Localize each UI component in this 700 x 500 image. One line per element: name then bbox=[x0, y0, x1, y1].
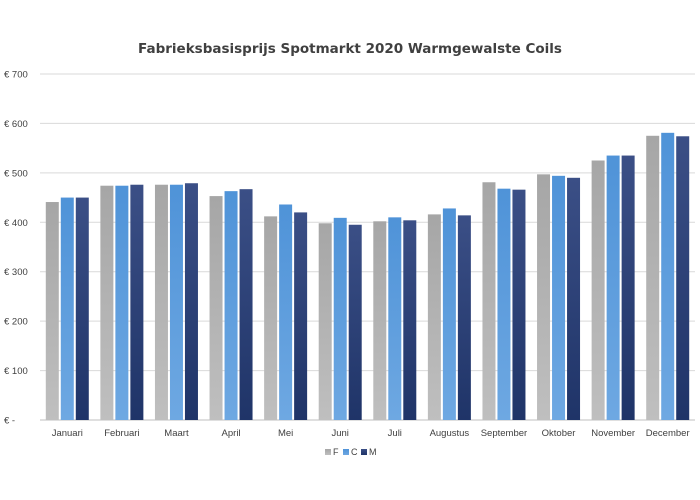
bar-C-Maart bbox=[169, 184, 183, 420]
legend-swatch-F bbox=[325, 449, 331, 455]
bar-F-Augustus bbox=[427, 214, 441, 420]
bar-M-Maart bbox=[184, 183, 198, 420]
bar-M-Mei bbox=[294, 212, 308, 420]
bar-M-Juli bbox=[403, 220, 417, 420]
x-tick-label: Oktober bbox=[542, 428, 576, 439]
x-tick-label: Mei bbox=[278, 428, 293, 439]
y-axis: € - € 100 € 200 € 300 € 400 € 500 € 600 € 700 bbox=[4, 70, 28, 427]
bar-M-Oktober bbox=[567, 177, 581, 420]
bar-F-Mei bbox=[264, 216, 278, 420]
bar-M-September bbox=[512, 189, 526, 420]
bar-F-Januari bbox=[45, 202, 59, 420]
legend-label-C: C bbox=[351, 447, 358, 457]
x-tick-label: Januari bbox=[52, 428, 83, 439]
bar-M-Juni bbox=[348, 224, 362, 420]
bar-M-Februari bbox=[130, 184, 144, 420]
bar-F-November bbox=[591, 160, 605, 420]
bar-C-Mei bbox=[279, 204, 293, 420]
bar-F-December bbox=[646, 135, 660, 421]
bar-C-April bbox=[224, 191, 238, 420]
x-tick-label: Maart bbox=[164, 428, 189, 439]
y-tick-label: € - bbox=[4, 416, 15, 427]
bar-C-November bbox=[606, 155, 620, 421]
y-tick-label: € 300 bbox=[4, 267, 28, 278]
bar-C-Februari bbox=[115, 185, 129, 420]
x-tick-label: Februari bbox=[104, 428, 139, 439]
bar-M-December bbox=[676, 136, 690, 420]
x-axis: Januari Februari Maart April Mei Juni Juli Augu… bbox=[52, 428, 690, 439]
bar-C-Juni bbox=[333, 217, 347, 420]
bar-F-Oktober bbox=[537, 174, 551, 420]
bar-C-Oktober bbox=[552, 175, 566, 420]
bar-F-Maart bbox=[154, 184, 168, 420]
bar-M-Januari bbox=[75, 197, 89, 420]
chart-title: Fabrieksbasisprijs Spotmarkt 2020 Warmge… bbox=[138, 41, 562, 57]
bar-F-Juli bbox=[373, 221, 387, 420]
legend-label-F: F bbox=[333, 447, 339, 457]
legend-label-M: M bbox=[369, 447, 377, 457]
bar-F-April bbox=[209, 196, 223, 420]
y-tick-label: € 500 bbox=[4, 168, 28, 179]
grid bbox=[40, 73, 695, 421]
bar-F-September bbox=[482, 182, 496, 420]
x-tick-label: November bbox=[591, 428, 635, 439]
y-tick-label: € 700 bbox=[4, 70, 28, 81]
x-tick-label: September bbox=[481, 428, 527, 439]
bar-M-April bbox=[239, 189, 253, 420]
x-tick-label: Juni bbox=[331, 428, 348, 439]
x-tick-label: April bbox=[222, 428, 241, 439]
y-tick-label: € 400 bbox=[4, 218, 28, 229]
bar-C-Juli bbox=[388, 217, 402, 420]
x-tick-label: Augustus bbox=[430, 428, 470, 439]
bar-C-September bbox=[497, 188, 511, 420]
bar-F-Februari bbox=[100, 185, 114, 420]
bar-C-Januari bbox=[60, 197, 74, 420]
bars bbox=[45, 132, 690, 421]
bar-C-December bbox=[661, 132, 675, 420]
y-tick-label: € 100 bbox=[4, 366, 28, 377]
x-tick-label: December bbox=[646, 428, 690, 439]
y-tick-label: € 200 bbox=[4, 317, 28, 328]
legend-swatch-C bbox=[343, 449, 349, 455]
legend-swatch-M bbox=[361, 449, 367, 455]
y-tick-label: € 600 bbox=[4, 119, 28, 130]
bar-F-Juni bbox=[318, 223, 332, 420]
x-tick-label: Juli bbox=[388, 428, 402, 439]
bar-C-Augustus bbox=[442, 208, 456, 420]
bar-M-November bbox=[621, 155, 635, 421]
bar-M-Augustus bbox=[457, 215, 471, 420]
